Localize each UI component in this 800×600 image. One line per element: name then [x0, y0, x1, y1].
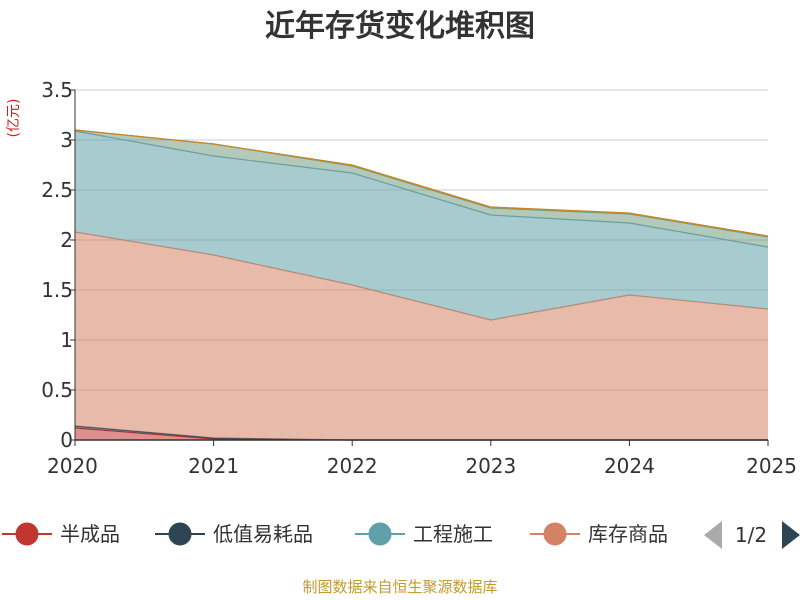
chart-title: 近年存货变化堆积图 [265, 9, 535, 44]
legend-label: 库存商品 [588, 522, 668, 546]
legend-item-4[interactable]: 库存商品 [530, 522, 668, 546]
x-tick-label: 2025 [746, 454, 797, 478]
legend-label: 工程施工 [413, 522, 493, 546]
y-tick-label: 0 [60, 428, 73, 452]
legend-label: 半成品 [60, 522, 120, 546]
legend-next-arrow[interactable] [782, 521, 800, 549]
y-tick-labels: 0 0.5 1 1.5 2 2.5 3 3.5 [41, 78, 73, 452]
axes [70, 89, 768, 441]
y-tick-label: 2.5 [41, 178, 73, 202]
x-tick-label: 2020 [47, 454, 98, 478]
x-tick-label: 2024 [604, 454, 655, 478]
legend-marker [168, 522, 192, 546]
area-series [74, 129, 769, 441]
x-tick-labels: 2020 2021 2022 2023 2024 2025 [47, 440, 797, 478]
legend-label: 低值易耗品 [213, 522, 313, 546]
y-tick-label: 0.5 [41, 378, 73, 402]
y-tick-label: 1 [60, 328, 73, 352]
legend-prev-arrow[interactable] [704, 521, 722, 549]
data-source-note: 制图数据来自恒生聚源数据库 [302, 578, 497, 596]
legend-marker [543, 522, 567, 546]
y-tick-label: 1.5 [41, 278, 73, 302]
legend-page-indicator: 1/2 [735, 523, 767, 547]
area-series-1 [75, 428, 768, 440]
area-series-4 [75, 131, 768, 320]
series-line-6 [74, 129, 769, 237]
y-tick-label: 3 [60, 128, 73, 152]
legend[interactable]: 半成品 低值易耗品 工程施工 库存商品 [2, 522, 668, 546]
legend-item-1[interactable]: 半成品 [2, 522, 120, 546]
legend-item-2[interactable]: 低值易耗品 [155, 522, 313, 546]
area-series-5 [75, 130, 768, 247]
legend-pager[interactable]: 1/2 [704, 521, 800, 549]
y-tick-label: 2 [60, 228, 73, 252]
y-axis-unit: (亿元) [6, 99, 22, 138]
legend-item-3[interactable]: 工程施工 [355, 522, 493, 546]
legend-marker [15, 522, 39, 546]
y-tick-label: 3.5 [41, 78, 73, 102]
x-tick-label: 2023 [465, 454, 516, 478]
legend-marker [368, 522, 392, 546]
area-series-3 [75, 232, 768, 440]
x-tick-label: 2022 [327, 454, 378, 478]
x-tick-label: 2021 [188, 454, 239, 478]
